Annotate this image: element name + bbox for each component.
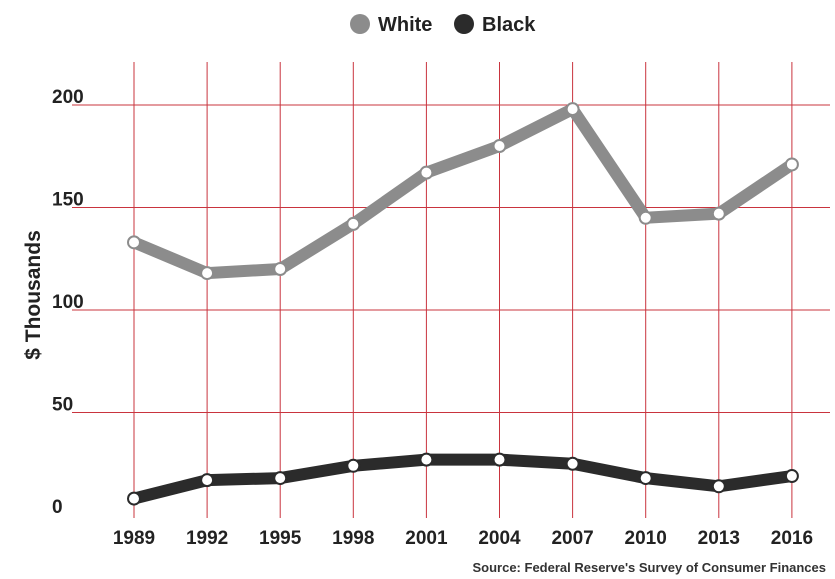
data-point-white-1995 [273,262,288,276]
data-point-black-2004 [492,452,507,467]
data-point-white-2004 [492,139,507,153]
legend-label-white: White [378,14,432,36]
y-axis-title: $ Thousands [22,230,45,360]
data-point-white-1992 [200,266,215,281]
x-tick-label-2001: 2001 [405,528,448,549]
y-tick-label-150: 150 [52,190,84,211]
y-tick-label-200: 200 [52,87,84,108]
data-point-black-1998 [346,458,361,473]
data-point-black-2010 [638,471,653,486]
x-tick-label-2004: 2004 [478,528,521,549]
data-point-black-1995 [273,471,288,486]
x-tick-label-1992: 1992 [186,528,228,549]
y-axis-tick-labels: 0 50 100 150 200 [52,87,84,518]
x-axis-tick-labels: 1989 1992 1995 1998 2001 2004 2007 2010 2013 2016 [113,528,813,549]
data-point-white-2010 [638,210,653,225]
data-point-white-1998 [346,216,361,231]
x-tick-label-2016: 2016 [771,528,813,549]
y-tick-label-0: 0 [52,497,63,518]
source-note: Source: Federal Reserve's Survey of Cons… [472,560,826,575]
data-point-black-1992 [200,473,215,488]
data-point-black-2013 [711,479,726,494]
data-point-white-1989 [127,235,141,250]
x-tick-label-1998: 1998 [332,528,374,549]
x-tick-label-2007: 2007 [551,528,593,549]
data-point-black-1989 [127,491,141,506]
series-line-black [128,453,798,505]
x-tick-label-2010: 2010 [625,528,667,549]
legend-swatch-black [454,14,474,34]
legend-label-black: Black [482,14,536,36]
data-point-black-2001 [419,452,434,467]
data-point-white-2013 [711,206,726,221]
series-line-white [128,103,798,280]
x-tick-label-1995: 1995 [259,528,302,549]
data-point-black-2007 [565,456,580,471]
data-point-black-2016 [784,469,799,484]
y-tick-label-50: 50 [52,395,73,416]
series-points [127,102,799,506]
horizontal-gridlines [72,104,830,413]
legend-swatch-white [350,14,370,34]
data-point-white-2007 [565,102,580,117]
data-point-white-2016 [784,157,799,172]
data-point-white-2001 [419,165,434,180]
x-tick-label-1989: 1989 [113,528,155,549]
x-tick-label-2013: 2013 [698,528,740,549]
legend: White Black [350,14,536,36]
y-tick-label-100: 100 [52,292,84,313]
vertical-gridlines [133,62,793,518]
series-lines [128,103,798,505]
